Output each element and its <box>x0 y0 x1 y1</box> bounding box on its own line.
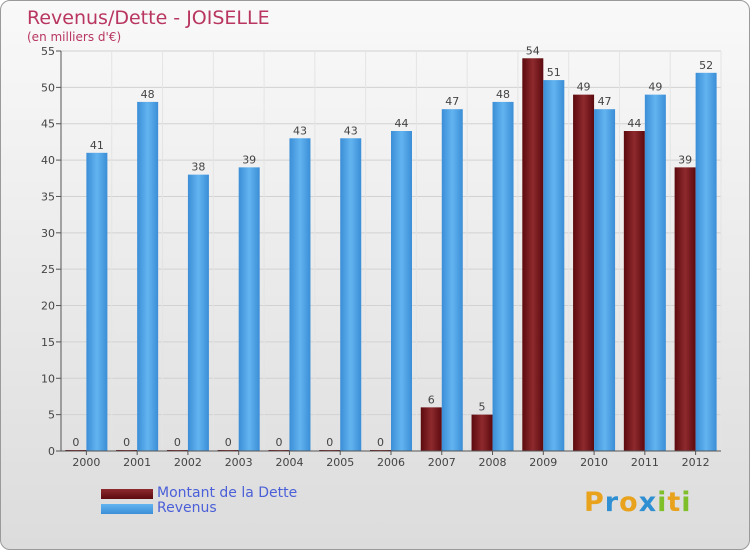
x-tick-label: 2003 <box>225 456 253 469</box>
bar-dette <box>471 414 493 451</box>
data-label-revenus: 43 <box>293 124 307 137</box>
data-label-revenus: 44 <box>395 117 409 130</box>
bar-revenus <box>391 131 412 451</box>
chart-subtitle: (en milliers d'€) <box>27 30 122 44</box>
logo-letter: t <box>667 487 682 518</box>
data-label-dette: 49 <box>577 81 591 94</box>
x-tick-label: 2007 <box>428 456 456 469</box>
data-label-dette: 0 <box>377 436 384 449</box>
logo-letter: i <box>681 487 692 518</box>
legend-label-revenus: Revenus <box>157 500 217 516</box>
data-label-revenus: 39 <box>242 153 256 166</box>
data-label-dette: 0 <box>72 436 79 449</box>
legend-label-dette: Montant de la Dette <box>157 485 298 501</box>
bar-dette <box>522 58 544 451</box>
bar-dette <box>674 167 696 451</box>
y-tick-label: 40 <box>41 154 55 167</box>
legend-swatch-revenus <box>101 504 153 514</box>
data-label-dette: 0 <box>326 436 333 449</box>
data-label-dette: 0 <box>225 436 232 449</box>
data-label-dette: 44 <box>627 117 641 130</box>
data-label-revenus: 41 <box>90 139 104 152</box>
bar-dette <box>623 131 645 451</box>
y-tick-label: 20 <box>41 300 55 313</box>
bar-revenus <box>644 94 666 452</box>
x-tick-label: 2009 <box>529 456 557 469</box>
bar-revenus <box>695 72 717 452</box>
bar-revenus <box>340 138 362 452</box>
y-tick-label: 25 <box>41 263 55 276</box>
data-label-dette: 0 <box>123 436 130 449</box>
bar-revenus <box>137 101 159 451</box>
bar-revenus <box>289 138 311 452</box>
data-label-revenus: 43 <box>344 124 358 137</box>
x-tick-label: 2008 <box>479 456 507 469</box>
x-tick-label: 2000 <box>72 456 100 469</box>
y-tick-label: 35 <box>41 190 55 203</box>
bar-revenus <box>441 109 463 451</box>
data-label-revenus: 52 <box>699 59 713 72</box>
legend-swatch-dette <box>101 489 153 499</box>
logo-letter: P <box>584 487 605 518</box>
data-label-revenus: 38 <box>191 161 205 174</box>
bar-dette <box>573 94 595 452</box>
logo-letter: i <box>657 487 668 518</box>
y-tick-label: 15 <box>41 336 55 349</box>
bar-dette <box>420 407 442 451</box>
y-tick-label: 45 <box>41 118 55 131</box>
x-tick-label: 2001 <box>123 456 151 469</box>
x-tick-label: 2006 <box>377 456 405 469</box>
bar-revenus <box>187 174 209 452</box>
logo-letter: r <box>604 487 620 518</box>
y-tick-label: 0 <box>48 445 55 458</box>
y-tick-label: 55 <box>41 45 55 58</box>
bar-revenus <box>238 167 260 451</box>
x-tick-label: 2004 <box>275 456 303 469</box>
x-tick-label: 2012 <box>682 456 710 469</box>
logo-letter: x <box>638 487 658 518</box>
x-tick-label: 2002 <box>174 456 202 469</box>
data-label-revenus: 48 <box>141 88 155 101</box>
y-tick-label: 10 <box>41 372 55 385</box>
bar-revenus <box>492 101 514 451</box>
data-label-dette: 54 <box>526 44 540 57</box>
x-tick-label: 2011 <box>631 456 659 469</box>
bar-revenus <box>86 152 108 451</box>
data-label-dette: 5 <box>479 401 486 414</box>
y-tick-label: 30 <box>41 227 55 240</box>
data-label-revenus: 47 <box>445 95 459 108</box>
data-label-revenus: 49 <box>648 81 662 94</box>
data-label-revenus: 48 <box>496 88 510 101</box>
y-tick-label: 50 <box>41 81 55 94</box>
chart-title: Revenus/Dette - JOISELLE <box>27 7 270 29</box>
proxiti-logo: Proxiti <box>584 487 692 518</box>
data-label-dette: 6 <box>428 393 435 406</box>
x-tick-label: 2005 <box>326 456 354 469</box>
logo-letter: o <box>619 487 639 518</box>
data-label-dette: 39 <box>678 153 692 166</box>
data-label-dette: 0 <box>275 436 282 449</box>
data-label-dette: 0 <box>174 436 181 449</box>
y-tick-label: 5 <box>48 409 55 422</box>
data-label-revenus: 47 <box>598 95 612 108</box>
bar-revenus <box>543 80 565 451</box>
data-label-revenus: 51 <box>547 66 561 79</box>
bar-revenus <box>594 109 616 451</box>
x-tick-label: 2010 <box>580 456 608 469</box>
